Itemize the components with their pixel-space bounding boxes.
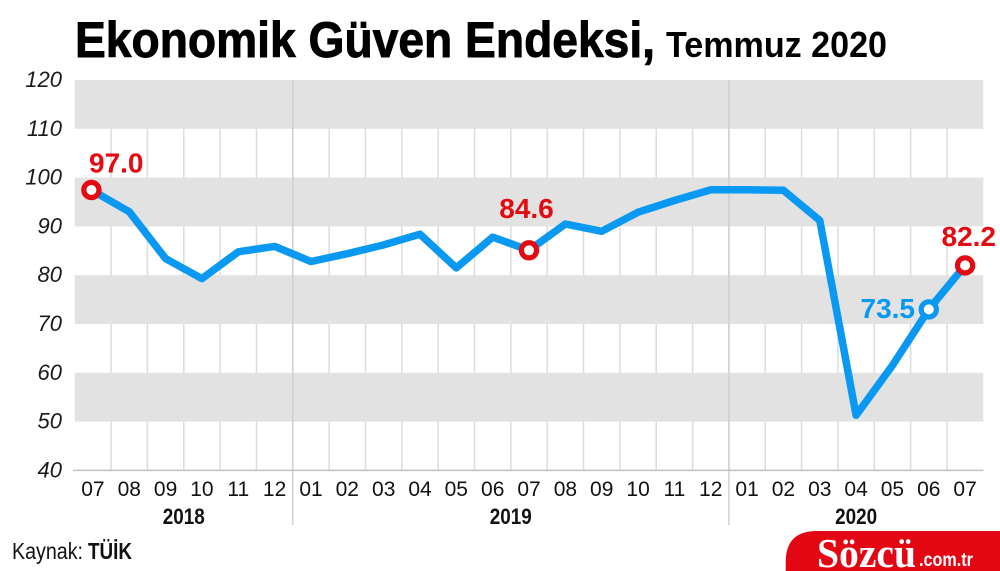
svg-text:09: 09 (590, 478, 613, 501)
svg-text:03: 03 (808, 478, 831, 501)
svg-text:07: 07 (953, 478, 976, 501)
svg-text:Kaynak:: Kaynak: (12, 538, 83, 564)
svg-text:2019: 2019 (490, 504, 532, 529)
svg-text:06: 06 (481, 478, 504, 501)
svg-text:110: 110 (27, 116, 63, 141)
svg-text:05: 05 (445, 478, 468, 501)
svg-text:84.6: 84.6 (499, 193, 554, 224)
svg-text:09: 09 (154, 478, 177, 501)
svg-text:12: 12 (263, 478, 286, 501)
svg-text:40: 40 (38, 457, 63, 482)
svg-text:10: 10 (626, 478, 649, 501)
svg-text:Temmuz 2020: Temmuz 2020 (666, 24, 887, 65)
svg-text:82.2: 82.2 (942, 221, 997, 252)
svg-text:08: 08 (118, 478, 141, 501)
svg-text:02: 02 (336, 478, 359, 501)
svg-text:2018: 2018 (163, 504, 205, 529)
svg-text:97.0: 97.0 (89, 148, 144, 179)
svg-text:05: 05 (881, 478, 904, 501)
svg-text:12: 12 (699, 478, 722, 501)
svg-text:02: 02 (772, 478, 795, 501)
svg-text:04: 04 (408, 478, 432, 501)
svg-text:03: 03 (372, 478, 395, 501)
svg-text:Ekonomik Güven Endeksi,: Ekonomik Güven Endeksi, (75, 12, 655, 68)
svg-text:01: 01 (299, 478, 322, 501)
svg-text:11: 11 (663, 478, 685, 501)
svg-text:80: 80 (38, 262, 63, 287)
svg-text:70: 70 (38, 311, 63, 336)
svg-text:TÜİK: TÜİK (88, 538, 132, 564)
svg-text:100: 100 (25, 165, 62, 190)
svg-text:Sözcü: Sözcü (817, 530, 916, 571)
svg-text:11: 11 (227, 478, 249, 501)
svg-text:73.5: 73.5 (861, 293, 916, 324)
svg-text:120: 120 (25, 67, 62, 92)
svg-text:08: 08 (554, 478, 577, 501)
svg-text:06: 06 (917, 478, 940, 501)
svg-text:10: 10 (190, 478, 213, 501)
svg-text:50: 50 (38, 409, 63, 434)
svg-text:.com.tr: .com.tr (919, 550, 974, 571)
svg-text:2020: 2020 (835, 504, 877, 529)
svg-text:90: 90 (38, 213, 63, 238)
svg-text:01: 01 (735, 478, 758, 501)
svg-text:04: 04 (844, 478, 868, 501)
svg-text:07: 07 (517, 478, 540, 501)
svg-text:60: 60 (38, 360, 63, 385)
svg-text:07: 07 (81, 478, 104, 501)
